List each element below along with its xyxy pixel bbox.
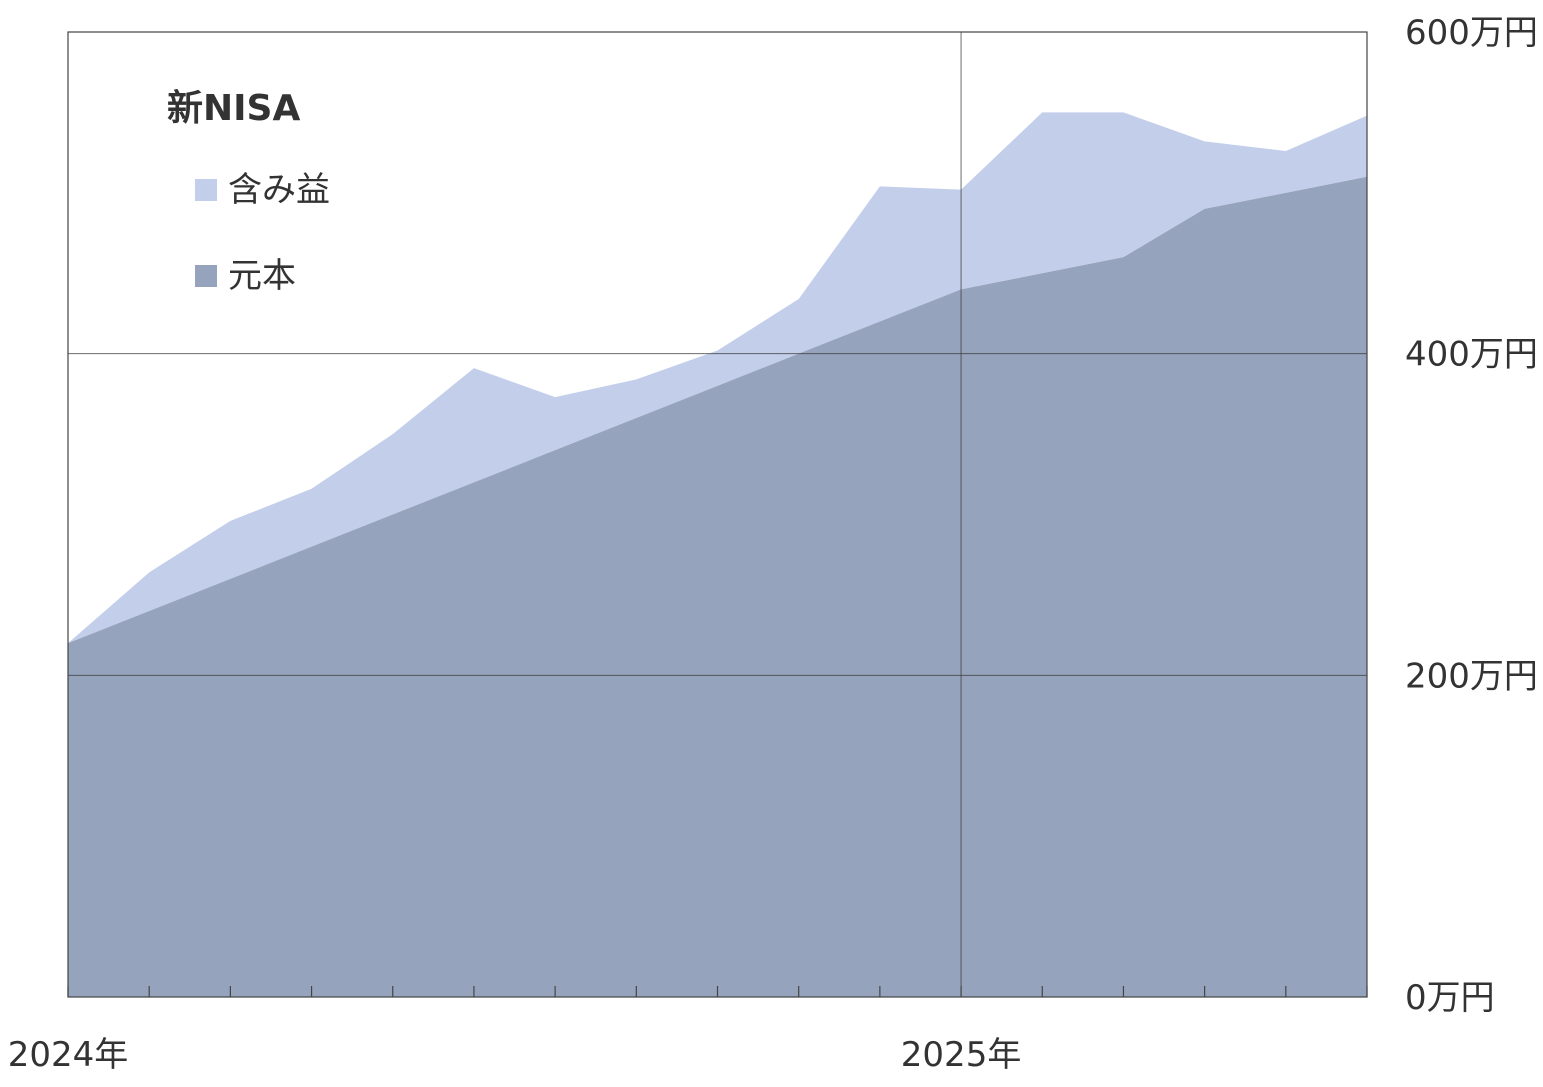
legend-swatch-principal xyxy=(195,265,217,287)
area-unrealized-gain xyxy=(68,112,1367,644)
legend-swatch-unrealized-gain xyxy=(195,179,217,201)
y-tick-label: 600万円 xyxy=(1405,13,1538,53)
chart-areas xyxy=(68,112,1367,997)
y-axis-tick-labels: 0万円 200万円 400万円 600万円 xyxy=(1405,13,1538,1018)
x-axis-tick-labels: 2024年 2025年 xyxy=(8,1035,1022,1075)
y-tick-label: 400万円 xyxy=(1405,335,1538,375)
x-axis-ticks xyxy=(67,986,1368,997)
legend: 新NISA 含み益 元本 xyxy=(167,88,330,296)
legend-label-unrealized-gain: 含み益 xyxy=(228,170,330,210)
legend-title: 新NISA xyxy=(167,88,300,129)
chart-gridlines xyxy=(68,32,1367,997)
x-tick-label: 2024年 xyxy=(8,1035,129,1075)
y-tick-label: 0万円 xyxy=(1405,978,1495,1018)
area-principal xyxy=(68,176,1367,997)
x-tick-label: 2025年 xyxy=(901,1035,1022,1075)
legend-label-principal: 元本 xyxy=(228,256,296,296)
y-tick-label: 200万円 xyxy=(1405,656,1538,696)
